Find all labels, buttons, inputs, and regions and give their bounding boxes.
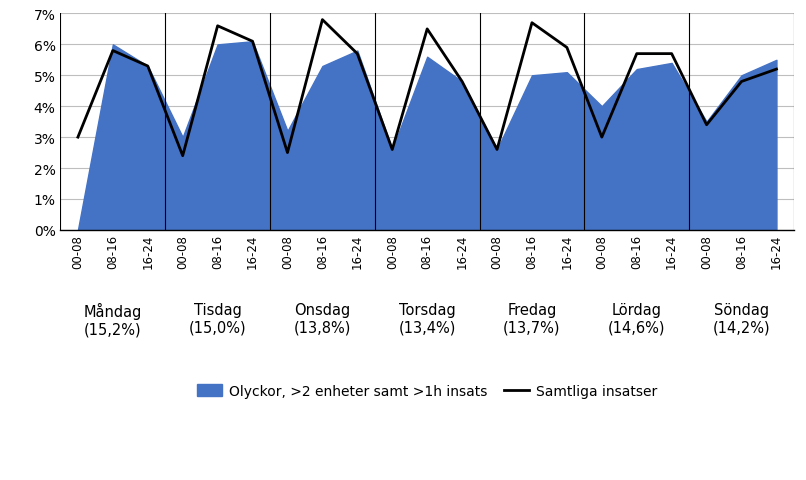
Text: Söndag
(14,2%): Söndag (14,2%) bbox=[713, 302, 771, 335]
Legend: Olyckor, >2 enheter samt >1h insats, Samtliga insatser: Olyckor, >2 enheter samt >1h insats, Sam… bbox=[197, 384, 657, 398]
Text: Lördag
(14,6%): Lördag (14,6%) bbox=[608, 302, 666, 335]
Text: Fredag
(13,7%): Fredag (13,7%) bbox=[503, 302, 561, 335]
Text: Tisdag
(15,0%): Tisdag (15,0%) bbox=[189, 302, 247, 335]
Text: Måndag
(15,2%): Måndag (15,2%) bbox=[84, 302, 142, 337]
Text: Onsdag
(13,8%): Onsdag (13,8%) bbox=[293, 302, 351, 335]
Text: Torsdag
(13,4%): Torsdag (13,4%) bbox=[398, 302, 456, 335]
